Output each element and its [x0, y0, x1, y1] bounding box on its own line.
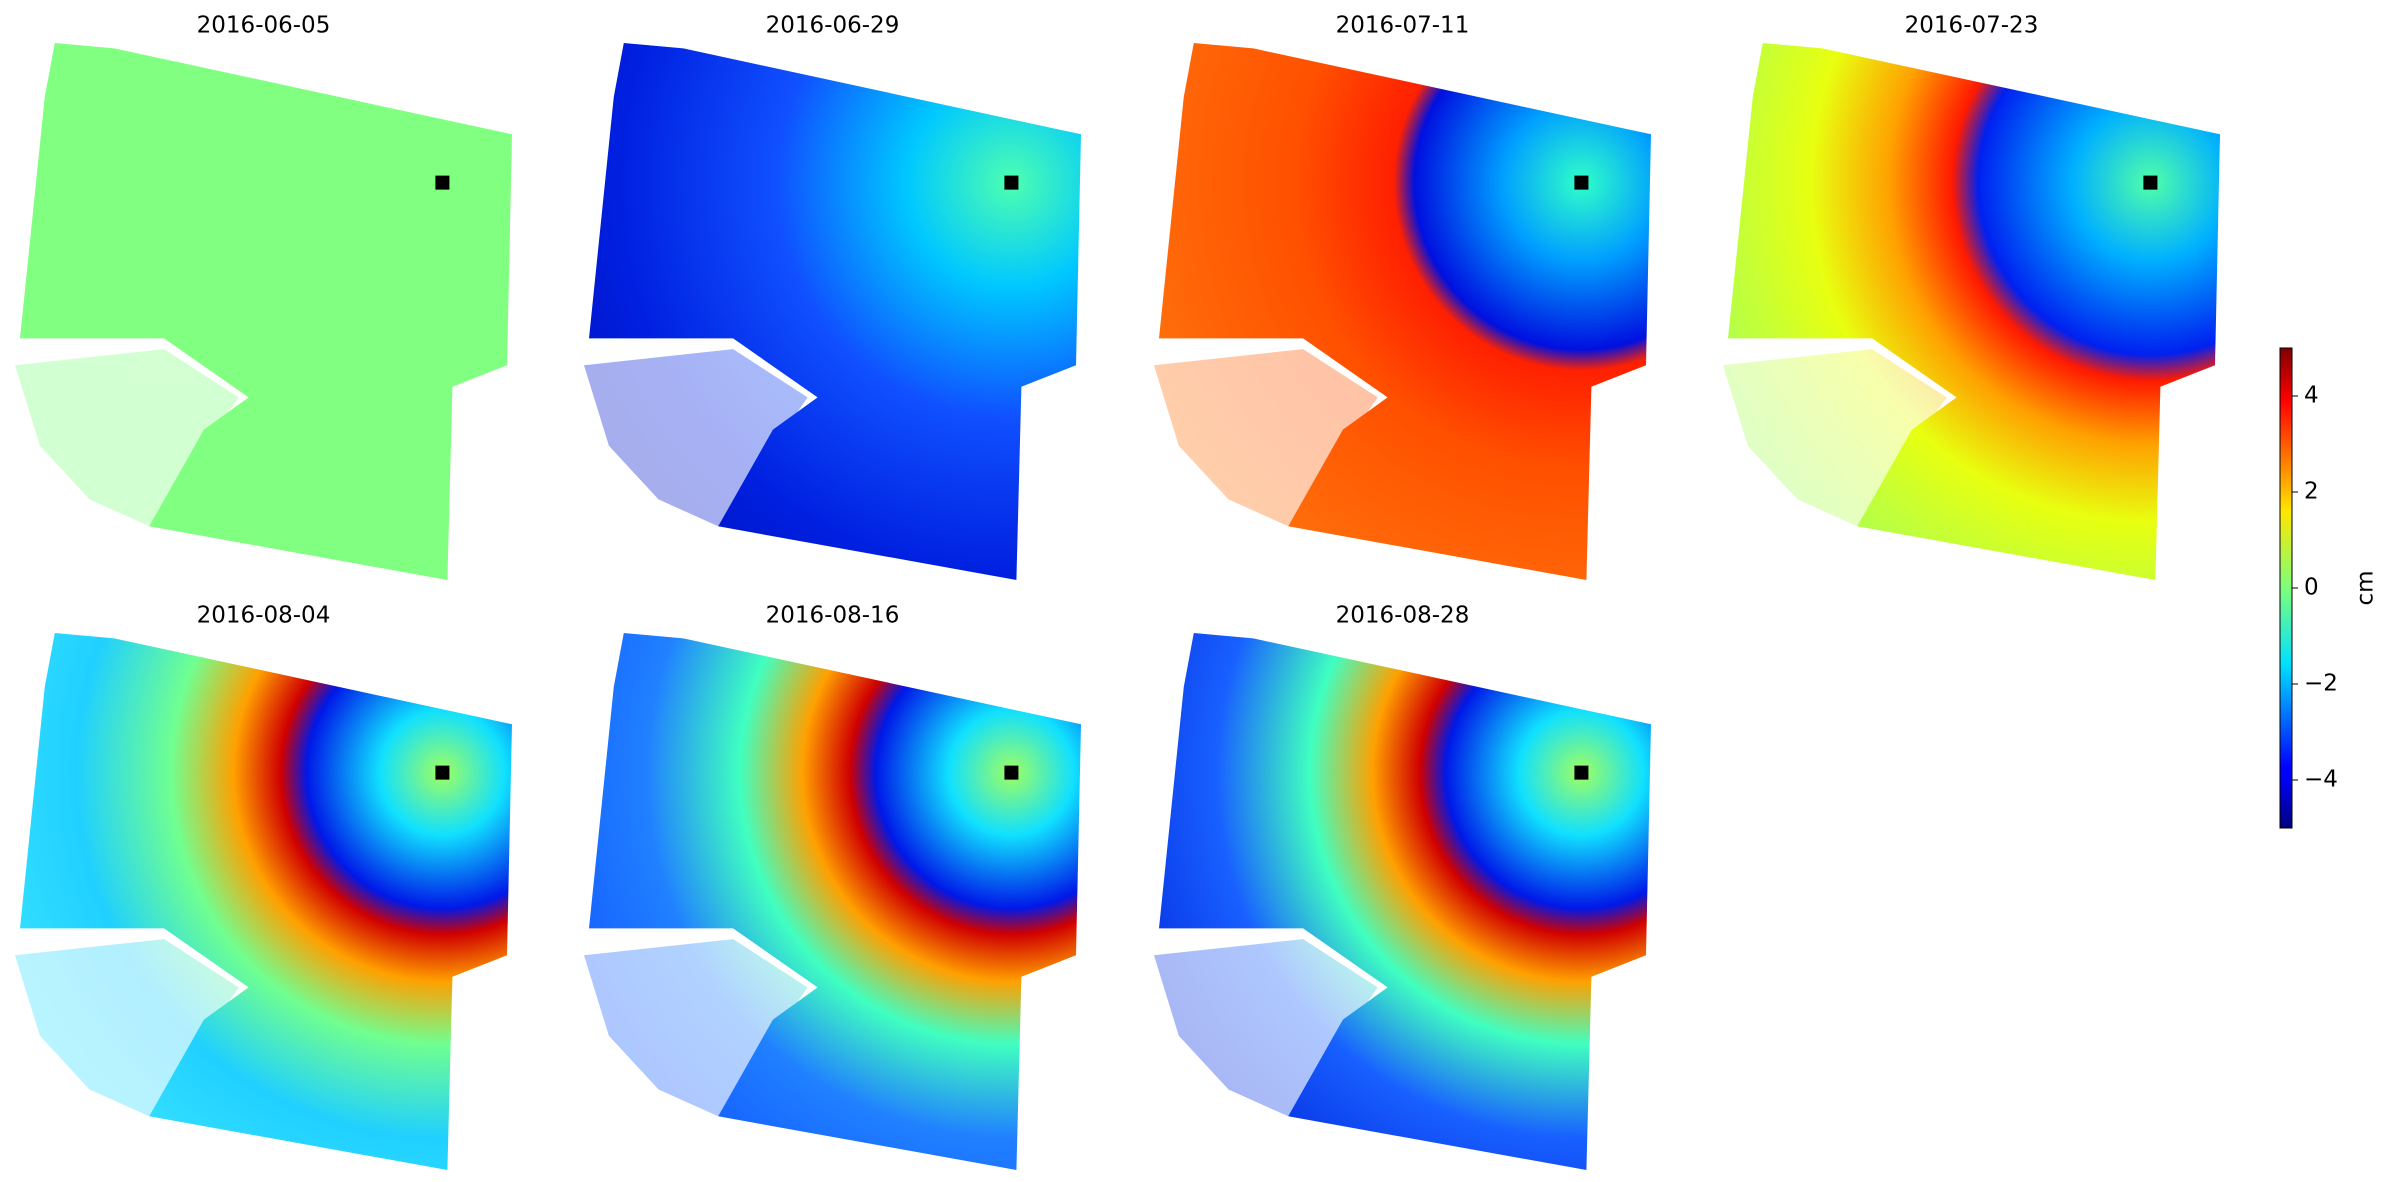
displacement-map — [584, 43, 1081, 580]
displacement-map — [1723, 43, 2220, 580]
map-sparse-area — [1154, 349, 1378, 527]
reference-point — [435, 765, 450, 780]
displacement-map — [15, 43, 512, 580]
map-sparse-area — [1723, 349, 1947, 527]
panel-title: 2016-07-23 — [1905, 13, 2039, 39]
map-footprint — [20, 43, 512, 580]
panel-title: 2016-06-29 — [766, 13, 900, 39]
panel-title: 2016-07-11 — [1336, 13, 1470, 39]
reference-point — [2143, 175, 2158, 190]
displacement-map — [1154, 43, 1651, 580]
displacement-map — [15, 633, 512, 1170]
colorbar-tick-label: 4 — [2304, 383, 2319, 409]
colorbar-tick-label: −2 — [2304, 671, 2338, 697]
map-footprint — [1728, 43, 2220, 580]
map-footprint — [1159, 43, 1651, 580]
map-sparse-area — [584, 939, 808, 1117]
map-sparse-area — [15, 349, 239, 527]
colorbar-label: cm — [2353, 570, 2379, 605]
panel-title: 2016-08-28 — [1336, 603, 1470, 629]
map-sparse-area — [584, 349, 808, 527]
reference-point — [1004, 765, 1019, 780]
map-sparse-area — [15, 939, 239, 1117]
colorbar-tick-label: 2 — [2304, 479, 2319, 505]
panel-title: 2016-06-05 — [197, 13, 331, 39]
map-footprint — [589, 43, 1081, 580]
map-sparse-area — [1154, 939, 1378, 1117]
colorbar — [2279, 347, 2293, 829]
colorbar-tick-label: −4 — [2304, 767, 2338, 793]
map-footprint — [589, 633, 1081, 1170]
reference-point — [1004, 175, 1019, 190]
reference-point — [1574, 175, 1589, 190]
colorbar-tick-label: 0 — [2304, 575, 2319, 601]
map-footprint — [1159, 633, 1651, 1170]
reference-point — [435, 175, 450, 190]
displacement-map — [584, 633, 1081, 1170]
panel-title: 2016-08-16 — [766, 603, 900, 629]
map-footprint — [20, 633, 512, 1170]
displacement-map — [1154, 633, 1651, 1170]
panel-title: 2016-08-04 — [197, 603, 331, 629]
reference-point — [1574, 765, 1589, 780]
